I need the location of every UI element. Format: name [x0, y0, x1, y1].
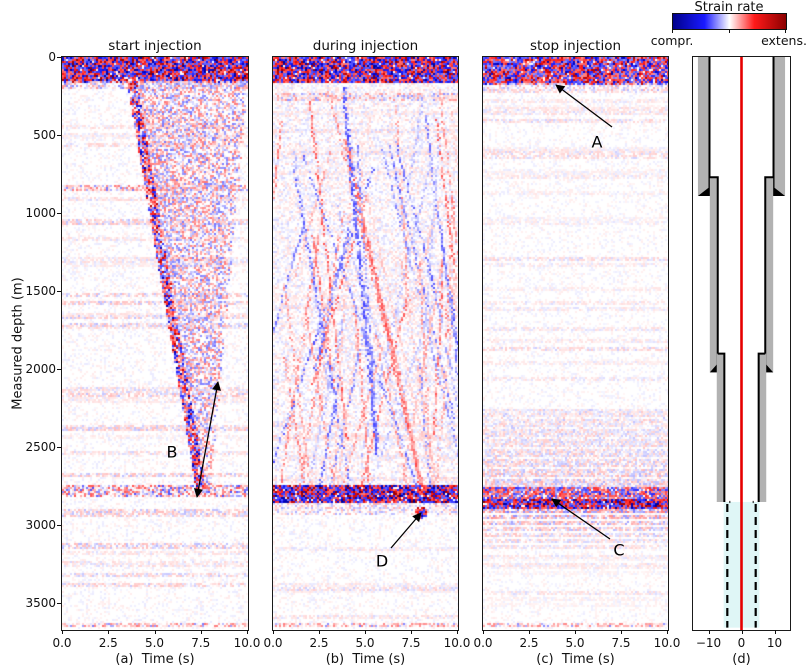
- x-axis-label-d: (d): [732, 652, 751, 667]
- x-tick-mark: [365, 630, 367, 634]
- x-tick-label: 7.5: [191, 636, 211, 650]
- x-tick-label: 10: [766, 636, 783, 650]
- x-tick-label: 10.0: [653, 636, 681, 650]
- x-tick-label: 2.5: [309, 636, 329, 650]
- heatmap-panel-b: [273, 57, 458, 630]
- x-tick-mark: [411, 630, 413, 634]
- colorbar-tick: [672, 29, 674, 33]
- x-tick-label: 10.0: [233, 636, 261, 650]
- x-axis-label-a: (a) Time (s): [115, 652, 195, 667]
- x-axis-label-c: (c) Time (s): [536, 652, 615, 667]
- annotation-label-A: A: [591, 132, 603, 152]
- x-tick-mark: [575, 630, 577, 634]
- y-tick-label: 1000: [25, 206, 56, 221]
- x-tick-label: 2.5: [98, 636, 118, 650]
- x-tick-label: 5.0: [355, 636, 375, 650]
- x-tick-label: 0: [737, 636, 746, 650]
- y-tick-mark: [57, 134, 61, 136]
- x-tick-mark: [247, 630, 249, 634]
- x-tick-mark: [529, 630, 531, 634]
- colorbar-title: Strain rate: [694, 0, 764, 15]
- x-tick-label: 2.5: [519, 636, 539, 650]
- y-tick-label: 2000: [25, 362, 56, 377]
- y-tick-mark: [57, 602, 61, 605]
- panel-b: [272, 56, 459, 631]
- colorbar: [672, 13, 787, 30]
- annotation-label-C: C: [613, 540, 625, 560]
- panel-a: [61, 56, 249, 631]
- panel-title-c: stop injection: [529, 38, 622, 54]
- colorbar-tick: [784, 29, 786, 33]
- x-tick-mark: [708, 630, 710, 634]
- x-tick-label: 0.0: [473, 636, 493, 650]
- panel-d: [692, 56, 791, 631]
- x-tick-mark: [667, 630, 669, 634]
- heatmap-panel-c: [483, 57, 668, 630]
- x-tick-mark: [483, 630, 485, 634]
- x-tick-label: 7.5: [611, 636, 631, 650]
- y-tick-label: 1500: [25, 284, 56, 299]
- x-tick-label: 10.0: [443, 636, 471, 650]
- x-tick-label: 5.0: [565, 636, 585, 650]
- y-tick-mark: [57, 524, 61, 527]
- x-tick-mark: [62, 630, 64, 634]
- x-tick-mark: [741, 630, 743, 634]
- panel-title-a: start injection: [108, 38, 202, 54]
- well-schematic: [697, 57, 786, 630]
- y-tick-label: 500: [33, 128, 56, 143]
- x-tick-mark: [273, 630, 275, 634]
- y-tick-mark: [57, 56, 61, 58]
- colorbar-left-label: compr.: [650, 33, 694, 48]
- x-tick-label: −10: [695, 636, 722, 650]
- panel-c: [482, 56, 669, 631]
- x-tick-mark: [319, 630, 321, 634]
- x-tick-mark: [154, 630, 156, 634]
- y-tick-mark: [57, 290, 61, 292]
- x-tick-label: 0.0: [263, 636, 283, 650]
- heatmap-panel-a: [62, 57, 248, 630]
- y-tick-label: 2500: [25, 440, 56, 455]
- colorbar-right-label: extens.: [761, 33, 807, 48]
- x-tick-mark: [108, 630, 110, 634]
- y-tick-label: 3000: [25, 518, 56, 533]
- x-tick-mark: [774, 630, 776, 634]
- x-axis-label-b: (b) Time (s): [325, 652, 406, 667]
- y-tick-mark: [57, 368, 61, 370]
- x-tick-label: 7.5: [401, 636, 421, 650]
- colorbar-tick: [728, 29, 730, 33]
- x-tick-mark: [621, 630, 623, 634]
- x-tick-label: 0.0: [52, 636, 72, 650]
- annotation-label-D: D: [375, 551, 389, 571]
- y-tick-mark: [57, 212, 61, 214]
- annotation-label-B: B: [166, 442, 178, 462]
- y-tick-label: 0: [48, 50, 56, 64]
- x-tick-mark: [457, 630, 459, 634]
- y-tick-mark: [57, 446, 61, 448]
- x-tick-label: 5.0: [144, 636, 165, 650]
- panel-title-b: during injection: [312, 38, 419, 54]
- x-tick-mark: [200, 630, 202, 634]
- y-tick-label: 3500: [25, 596, 56, 611]
